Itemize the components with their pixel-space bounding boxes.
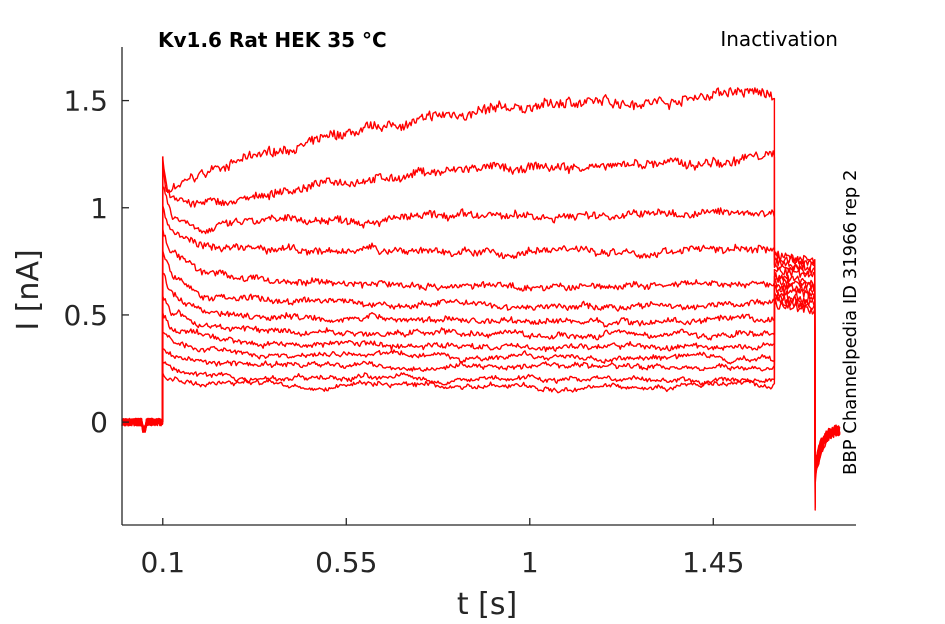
current-trace — [121, 290, 841, 488]
current-trace — [121, 280, 841, 493]
y-tick-label: 0.5 — [63, 299, 108, 332]
traces — [121, 87, 841, 511]
current-trace — [121, 272, 841, 496]
current-trace — [121, 299, 841, 480]
x-tick-label: 0.55 — [315, 546, 377, 579]
chart-title: Kv1.6 Rat HEK 35 °C — [158, 28, 387, 52]
y-tick-label: 1.5 — [63, 85, 108, 118]
y-tick-label: 0 — [90, 406, 108, 439]
y-ticks: 0 0.5 1 1.5 — [63, 85, 129, 439]
x-tick-label: 1.45 — [682, 546, 744, 579]
current-trace — [121, 228, 841, 501]
x-ticks: 0.1 0.55 1 1.45 — [141, 518, 744, 579]
current-trace — [121, 186, 841, 506]
current-trace — [121, 250, 840, 498]
current-trace — [121, 294, 841, 485]
current-trace — [121, 284, 841, 491]
y-tick-label: 1 — [90, 192, 108, 225]
channelpedia-id-label: BBP Channelpedia ID 31966 rep 2 — [840, 170, 861, 475]
current-trace — [121, 87, 840, 511]
current-trace — [121, 150, 841, 509]
x-tick-label: 1 — [521, 546, 539, 579]
x-axis-label: t [s] — [457, 587, 517, 622]
current-trace — [121, 205, 841, 503]
current-trace — [121, 297, 841, 483]
x-tick-label: 0.1 — [141, 546, 186, 579]
protocol-label: Inactivation — [720, 27, 838, 51]
y-axis-label: I [nA] — [11, 249, 46, 330]
